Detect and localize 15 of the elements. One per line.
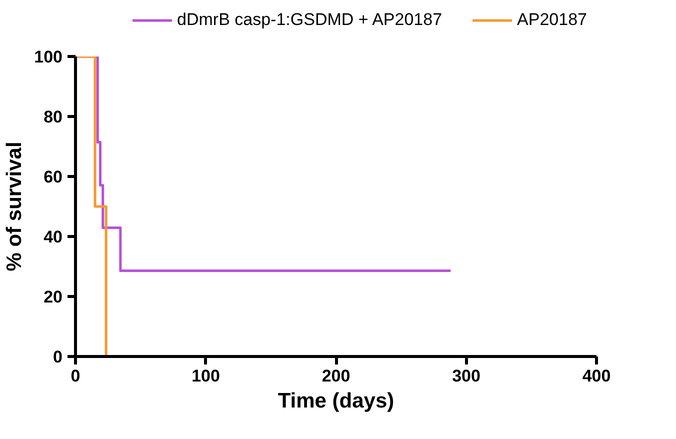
x-tick-label: 400 — [582, 366, 611, 386]
legend-label: dDmrB casp-1:GSDMD + AP20187 — [177, 10, 442, 30]
y-tick-label: 60 — [44, 168, 63, 186]
y-tick-label: 80 — [44, 108, 63, 126]
y-tick-label: 0 — [53, 348, 63, 366]
y-tick-label: 100 — [34, 48, 63, 66]
x-axis-title: Time (days) — [278, 390, 394, 412]
x-tick-label: 300 — [452, 366, 480, 386]
y-tick-label: 20 — [44, 288, 63, 306]
x-tick-label: 100 — [192, 366, 220, 386]
legend-label: AP20187 — [517, 10, 587, 30]
x-tick-label: 200 — [322, 366, 350, 386]
x-tick-label: 0 — [70, 366, 80, 386]
y-tick-label: 40 — [44, 228, 63, 246]
y-axis-title: % of survival — [3, 142, 26, 272]
